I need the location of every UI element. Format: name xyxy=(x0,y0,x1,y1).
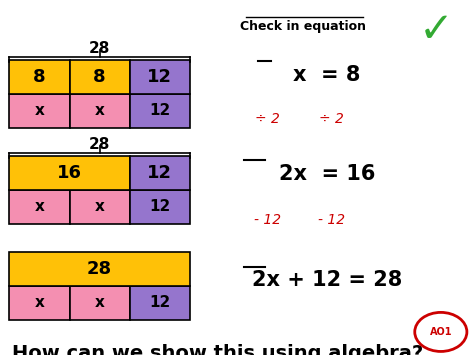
Bar xyxy=(129,94,190,128)
Text: x: x xyxy=(35,199,45,214)
Text: 8: 8 xyxy=(33,68,46,86)
Text: How can we show this using algebra?: How can we show this using algebra? xyxy=(12,344,424,355)
Text: 2x + 12 = 28: 2x + 12 = 28 xyxy=(252,271,402,290)
Bar xyxy=(129,60,190,94)
Circle shape xyxy=(415,312,467,351)
Text: 12: 12 xyxy=(149,199,170,214)
Text: - 12: - 12 xyxy=(318,213,346,227)
Text: ÷ 2: ÷ 2 xyxy=(319,112,344,126)
Bar xyxy=(129,190,190,224)
Text: 28: 28 xyxy=(89,41,110,56)
Bar xyxy=(9,286,70,320)
Text: 12: 12 xyxy=(147,68,172,86)
Bar xyxy=(70,190,129,224)
Text: x: x xyxy=(95,199,104,214)
Bar xyxy=(129,156,190,190)
Bar xyxy=(9,156,129,190)
Text: AO1: AO1 xyxy=(429,327,452,337)
Bar xyxy=(70,60,129,94)
Bar xyxy=(70,286,129,320)
Bar xyxy=(70,94,129,128)
Text: 28: 28 xyxy=(87,260,112,278)
Text: x: x xyxy=(35,103,45,119)
Text: 12: 12 xyxy=(149,295,170,310)
Text: ✓: ✓ xyxy=(419,9,454,51)
Text: 2x  = 16: 2x = 16 xyxy=(279,164,375,184)
Bar xyxy=(9,190,70,224)
Bar xyxy=(9,252,190,286)
Bar xyxy=(9,94,70,128)
Text: x: x xyxy=(95,103,104,119)
Text: Check in equation: Check in equation xyxy=(240,20,366,33)
Text: x: x xyxy=(95,295,104,310)
Text: 8: 8 xyxy=(93,68,106,86)
Bar xyxy=(129,286,190,320)
Text: ÷ 2: ÷ 2 xyxy=(255,112,280,126)
Bar xyxy=(9,60,70,94)
Text: 16: 16 xyxy=(57,164,82,182)
Text: 28: 28 xyxy=(89,137,110,152)
Text: 12: 12 xyxy=(147,164,172,182)
Text: x  = 8: x = 8 xyxy=(293,65,361,84)
Text: 12: 12 xyxy=(149,103,170,119)
Text: x: x xyxy=(35,295,45,310)
Text: - 12: - 12 xyxy=(254,213,282,227)
